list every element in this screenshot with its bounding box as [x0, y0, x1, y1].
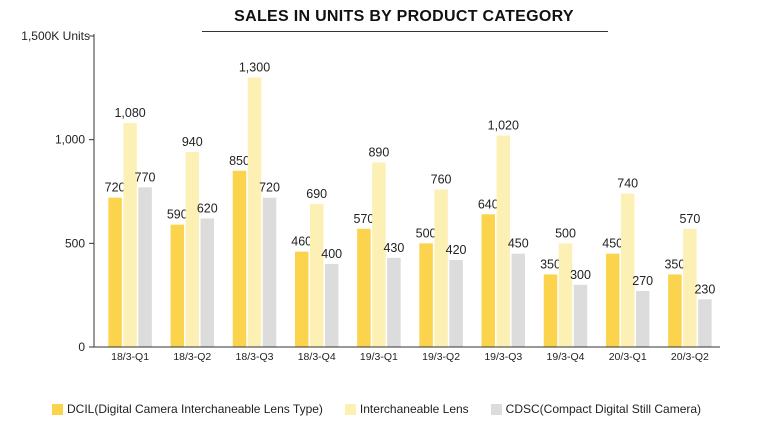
- legend-item: Interchaneable Lens: [344, 402, 469, 416]
- bar-value-label: 430: [383, 241, 404, 255]
- bar-value-label: 420: [446, 243, 467, 257]
- bar-dcil: [481, 214, 496, 347]
- bar-value-label: 1,020: [488, 119, 519, 133]
- bar-cdsc: [511, 253, 526, 347]
- bar-value-label: 350: [664, 257, 685, 271]
- bar-value-label: 350: [540, 257, 561, 271]
- bar-value-label: 300: [570, 268, 591, 282]
- bar-dcil: [605, 253, 620, 347]
- bar-dcil: [668, 274, 682, 347]
- bar-value-label: 890: [368, 145, 389, 159]
- bar-dcil: [543, 274, 558, 347]
- legend-item: DCIL(Digital Camera Interchaneable Lens …: [52, 402, 323, 416]
- bar-value-label: 570: [353, 212, 374, 226]
- bar-value-label: 500: [555, 226, 576, 240]
- bar-value-label: 450: [508, 237, 529, 251]
- bar-interchangeable-lens: [247, 77, 262, 347]
- bar-value-label: 500: [416, 226, 437, 240]
- chart-title: SALES IN UNITS BY PRODUCT CATEGORY: [234, 8, 574, 25]
- y-tick-label: 1,000: [55, 133, 85, 147]
- bar-cdsc: [698, 299, 712, 347]
- bar-cdsc: [387, 257, 401, 347]
- legend-item: CDSC(Compact Digital Still Camera): [490, 402, 702, 416]
- x-tick-label: 19/3-Q2: [422, 351, 460, 363]
- x-tick-label: 20/3-Q2: [671, 351, 709, 363]
- legend-swatch: [490, 403, 502, 415]
- bar-interchangeable-lens: [496, 135, 511, 347]
- bar-dcil: [170, 224, 185, 347]
- bar-value-label: 590: [167, 208, 188, 222]
- bar-cdsc: [262, 197, 277, 347]
- y-axis-label: 1,500K Units: [21, 29, 90, 43]
- bar-value-label: 270: [632, 274, 653, 288]
- bar-value-label: 460: [291, 235, 312, 249]
- bar-value-label: 450: [602, 237, 623, 251]
- bar-value-label: 570: [679, 212, 700, 226]
- bar-value-label: 620: [197, 201, 218, 215]
- bar-value-label: 640: [478, 197, 499, 211]
- x-tick-label: 19/3-Q1: [360, 351, 398, 363]
- bar-value-label: 400: [321, 247, 342, 261]
- bar-interchangeable-lens: [558, 243, 573, 347]
- bar-dcil: [419, 243, 433, 347]
- bar-interchangeable-lens: [434, 189, 448, 347]
- y-tick-label: 500: [65, 236, 85, 250]
- bar-value-label: 850: [229, 154, 250, 168]
- legend-swatch: [52, 403, 63, 415]
- bar-cdsc: [573, 284, 588, 347]
- bar-value-label: 230: [694, 282, 715, 296]
- bar-value-label: 940: [182, 135, 203, 149]
- bar-value-label: 770: [135, 170, 156, 184]
- x-tick-label: 18/3-Q3: [236, 351, 274, 363]
- bar-dcil: [108, 197, 122, 347]
- x-tick-label: 18/3-Q4: [298, 351, 336, 363]
- legend-label: Interchaneable Lens: [359, 402, 469, 416]
- legend-label: CDSC(Compact Digital Still Camera): [505, 402, 702, 416]
- legend-label: DCIL(Digital Camera Interchaneable Lens …: [67, 402, 323, 416]
- bar-value-label: 690: [306, 187, 327, 201]
- bar-value-label: 720: [259, 181, 280, 195]
- x-tick-label: 20/3-Q1: [609, 351, 647, 363]
- y-tick-label: 0: [78, 340, 85, 354]
- bar-value-label: 760: [431, 172, 452, 186]
- bar-dcil: [294, 251, 309, 347]
- x-tick-label: 19/3-Q3: [484, 351, 522, 363]
- bar-cdsc: [635, 291, 650, 347]
- x-tick-label: 18/3-Q1: [111, 351, 149, 363]
- title-underline: [202, 31, 608, 32]
- bar-interchangeable-lens: [683, 228, 697, 347]
- bar-dcil: [232, 170, 247, 347]
- bar-interchangeable-lens: [309, 203, 324, 347]
- bar-interchangeable-lens: [185, 152, 200, 347]
- legend-swatch: [344, 403, 356, 415]
- bar-interchangeable-lens: [620, 193, 635, 347]
- bar-cdsc: [138, 187, 152, 347]
- bar-cdsc: [324, 264, 339, 347]
- bar-value-label: 1,080: [114, 106, 145, 120]
- bar-cdsc: [449, 259, 463, 347]
- bar-value-label: 740: [617, 177, 638, 191]
- bar-value-label: 1,300: [239, 60, 270, 74]
- bar-interchangeable-lens: [372, 162, 386, 347]
- x-tick-label: 18/3-Q2: [173, 351, 211, 363]
- bar-interchangeable-lens: [123, 123, 137, 347]
- bar-cdsc: [200, 218, 215, 347]
- legend: DCIL(Digital Camera Interchaneable Lens …: [52, 400, 723, 418]
- x-tick-label: 19/3-Q4: [547, 351, 585, 363]
- bar-dcil: [357, 228, 371, 347]
- bar-value-label: 720: [105, 181, 126, 195]
